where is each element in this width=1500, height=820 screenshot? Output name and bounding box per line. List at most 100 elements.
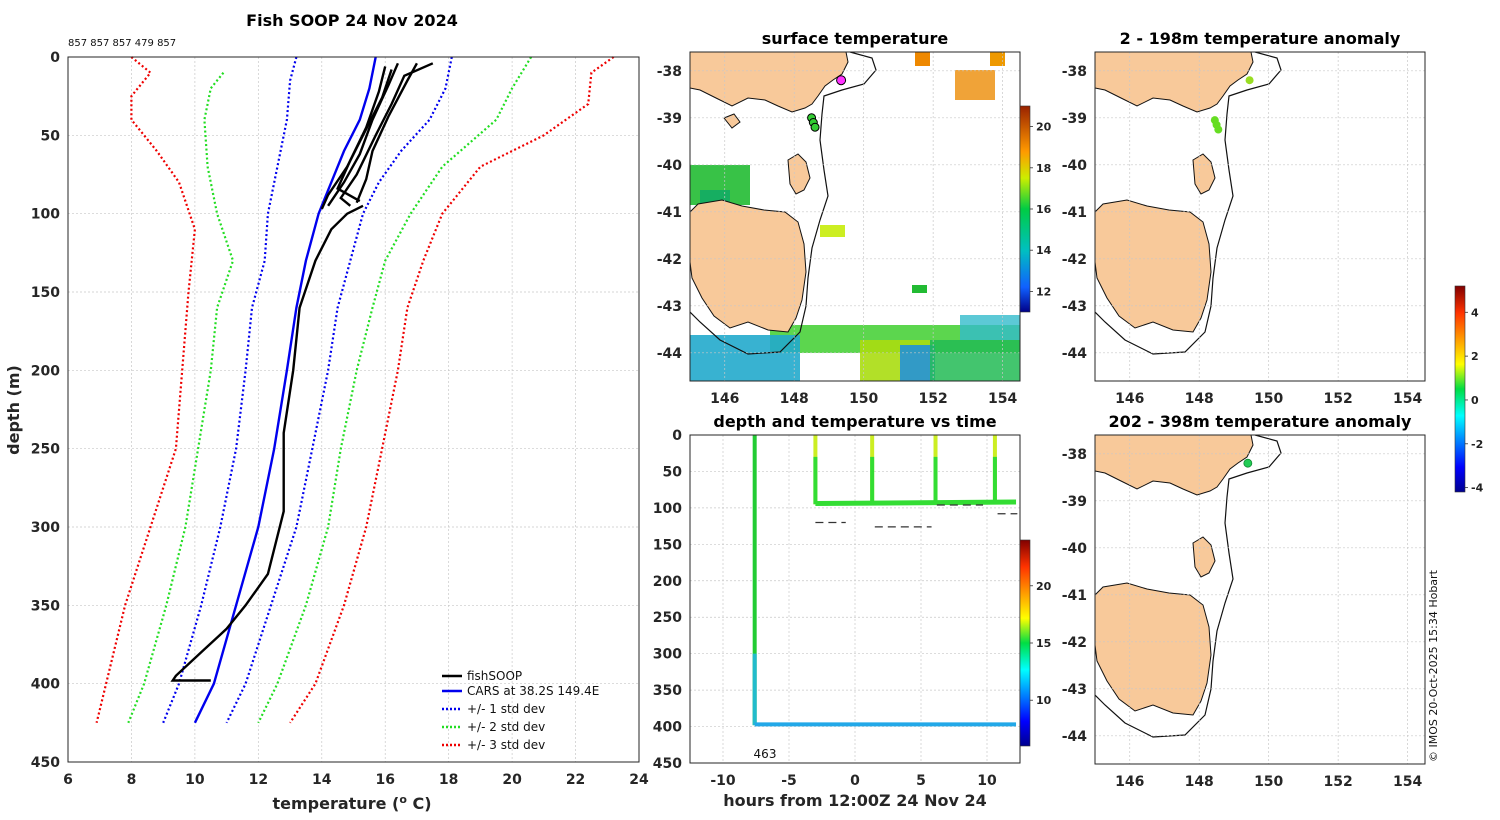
profile-x-ticks: 6 8 10 12 14 16 18 20 22 24 bbox=[63, 772, 649, 788]
depth-time-trace bbox=[752, 435, 1018, 727]
y-tick-label: 150 bbox=[31, 285, 60, 301]
profile-series bbox=[95, 56, 615, 724]
legend-3std: +/- 3 std dev bbox=[467, 738, 545, 752]
y-tick-label: 200 bbox=[31, 363, 60, 379]
y-tick-label: -41 bbox=[1062, 588, 1087, 604]
y-tick-label: -40 bbox=[1062, 158, 1088, 174]
colorbar-tick-label: 2 bbox=[1471, 350, 1479, 363]
series-fishsoop bbox=[339, 62, 434, 207]
x-tick-label: 152 bbox=[1324, 774, 1353, 790]
series--3-std bbox=[95, 56, 197, 724]
colorbar-tick-label: 10 bbox=[1036, 694, 1052, 707]
x-tick-label: 6 bbox=[63, 772, 73, 788]
colorbar-tick-label: -4 bbox=[1471, 482, 1484, 495]
y-tick-label: 350 bbox=[653, 683, 682, 699]
surface-map-title: surface temperature bbox=[762, 29, 949, 48]
colorbar-tick-label: 0 bbox=[1471, 394, 1479, 407]
track-point bbox=[836, 75, 847, 86]
x-tick-label: 14 bbox=[312, 772, 332, 788]
x-tick-label: 152 bbox=[1324, 391, 1353, 407]
y-tick-label: -44 bbox=[657, 346, 683, 362]
x-tick-label: 150 bbox=[1254, 391, 1283, 407]
y-tick-label: -41 bbox=[1062, 205, 1087, 221]
profile-title: Fish SOOP 24 Nov 2024 bbox=[246, 11, 458, 30]
y-tick-label: -43 bbox=[1062, 299, 1087, 315]
colorbar-tick-label: 20 bbox=[1036, 121, 1052, 134]
y-tick-label: -40 bbox=[657, 158, 683, 174]
x-tick-label: 5 bbox=[916, 773, 926, 789]
x-tick-label: 146 bbox=[1115, 391, 1144, 407]
depth-time-x-label: hours from 12:00Z 24 Nov 24 bbox=[723, 791, 986, 810]
y-tick-label: -43 bbox=[1062, 682, 1087, 698]
deep-anomaly-map: 202 - 398m temperature anomaly 146 148 150… bbox=[1062, 285, 1484, 790]
colorbar-tick-label: 20 bbox=[1036, 580, 1052, 593]
colorbar-tick-label: 4 bbox=[1471, 306, 1479, 319]
y-tick-label: -39 bbox=[1062, 494, 1087, 510]
surface-map-colorbar bbox=[1019, 105, 1031, 313]
surface-map-colorbar-ticks: 12 14 16 18 20 bbox=[1030, 121, 1052, 298]
anomaly-point bbox=[1214, 125, 1223, 134]
series-fishsoop bbox=[327, 62, 400, 207]
legend-fishsoop: fishSOOP bbox=[467, 669, 522, 683]
y-tick-label: 0 bbox=[672, 428, 682, 444]
y-tick-label: 200 bbox=[653, 574, 682, 590]
y-tick-label: 450 bbox=[31, 755, 60, 771]
y-tick-label: 250 bbox=[653, 610, 682, 626]
deep-anomaly-points bbox=[1243, 458, 1253, 468]
y-tick-label: -41 bbox=[657, 205, 682, 221]
y-tick-label: -42 bbox=[657, 252, 682, 268]
shallow-anomaly-frame bbox=[1094, 51, 1426, 382]
legend-cars: CARS at 38.2S 149.4E bbox=[467, 684, 599, 698]
x-tick-label: -10 bbox=[710, 773, 736, 789]
y-tick-label: 450 bbox=[653, 756, 682, 772]
x-tick-label: 152 bbox=[919, 391, 948, 407]
shelf-contour bbox=[690, 52, 877, 355]
colorbar-tick-label: 12 bbox=[1036, 285, 1051, 298]
colorbar-tick-label: 14 bbox=[1036, 244, 1052, 257]
depth-time-x-ticks: -10 -5 0 5 10 bbox=[710, 773, 997, 789]
x-tick-label: 150 bbox=[849, 391, 878, 407]
anomaly-point bbox=[1245, 76, 1254, 85]
colorbar-tick-label: -2 bbox=[1471, 438, 1483, 451]
series--3-std bbox=[289, 56, 615, 724]
y-tick-label: 50 bbox=[41, 128, 61, 144]
y-tick-label: -44 bbox=[1062, 729, 1088, 745]
depth-time-title: depth and temperature vs time bbox=[713, 412, 996, 431]
profile-y-label: depth (m) bbox=[4, 365, 23, 455]
y-tick-label: -42 bbox=[1062, 252, 1087, 268]
x-tick-label: 154 bbox=[988, 391, 1017, 407]
y-tick-label: 50 bbox=[663, 464, 683, 480]
shallow-anomaly-y-ticks: -38 -39 -40 -41 -42 -43 -44 bbox=[1062, 64, 1088, 362]
shallow-anomaly-grid bbox=[1095, 52, 1425, 381]
series--1-std bbox=[162, 56, 298, 724]
profile-y-ticks: 0 50 100 150 200 250 300 350 400 450 bbox=[31, 50, 60, 771]
x-tick-label: 154 bbox=[1393, 774, 1422, 790]
x-tick-label: -5 bbox=[781, 773, 797, 789]
legend-1std: +/- 1 std dev bbox=[467, 702, 545, 716]
y-tick-label: -38 bbox=[1062, 447, 1087, 463]
anomaly-colorbar bbox=[1454, 285, 1466, 493]
profile-frame bbox=[67, 56, 640, 763]
deep-anomaly-grid bbox=[1095, 435, 1425, 764]
y-tick-label: 100 bbox=[653, 501, 682, 517]
track-point bbox=[810, 122, 820, 132]
x-tick-label: 146 bbox=[1115, 774, 1144, 790]
drop-count-annotation: 463 bbox=[754, 747, 777, 761]
shallow-anomaly-map: 2 - 198m temperature anomaly 146 148 150 15… bbox=[1062, 29, 1426, 407]
x-tick-label: 0 bbox=[850, 773, 860, 789]
sst-heatmap bbox=[690, 52, 1020, 381]
series--1-std bbox=[225, 56, 453, 724]
anomaly-colorbar-ticks: -4 -2 0 2 4 bbox=[1465, 306, 1484, 495]
series-fishsoop bbox=[170, 204, 364, 682]
y-tick-label: 350 bbox=[31, 598, 60, 614]
depth-time-colorbar bbox=[1019, 539, 1031, 747]
y-tick-label: -44 bbox=[1062, 346, 1088, 362]
credit-text: © IMOS 20-Oct-2025 15:34 Hobart bbox=[1427, 569, 1440, 762]
y-tick-label: 400 bbox=[653, 720, 682, 736]
profile-x-label: temperature (o C) bbox=[272, 793, 431, 813]
x-tick-label: 146 bbox=[710, 391, 739, 407]
shallow-anomaly-points bbox=[1210, 76, 1254, 134]
y-tick-label: 300 bbox=[653, 647, 682, 663]
y-tick-label: 150 bbox=[653, 537, 682, 553]
y-tick-label: -40 bbox=[1062, 541, 1088, 557]
